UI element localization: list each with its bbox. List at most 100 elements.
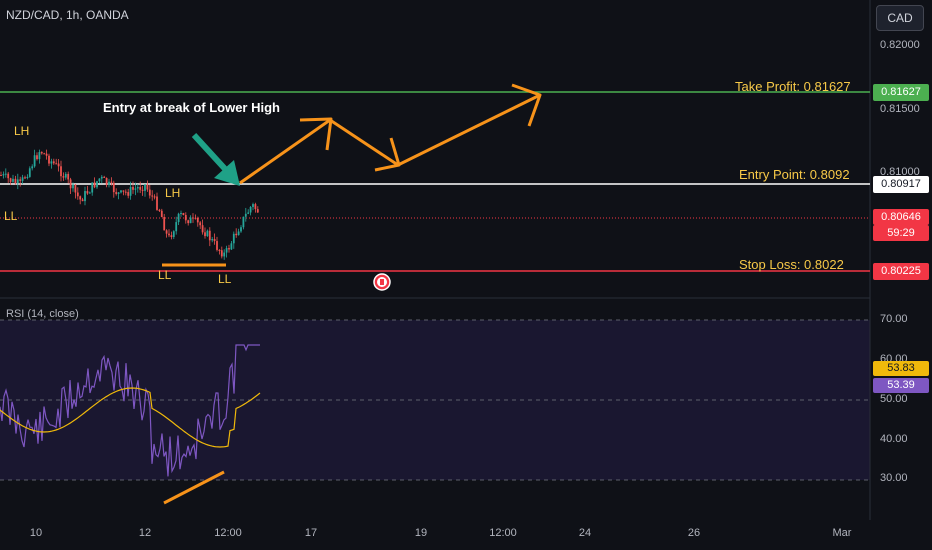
rsi-divergence-line <box>163 470 225 505</box>
projection-arrowhead-3 <box>511 83 542 127</box>
candle-body <box>108 181 110 185</box>
candle-body <box>148 189 151 196</box>
candle-body <box>57 163 60 167</box>
candle-body <box>199 222 202 226</box>
rsi-ma-badge: 53.39 <box>873 378 929 393</box>
time-tick: 26 <box>687 527 701 539</box>
candle-body <box>180 213 182 215</box>
candle-body <box>76 192 79 197</box>
candle-body <box>7 173 10 179</box>
candle-body <box>98 178 101 182</box>
rsi-tick: 50.00 <box>880 393 908 405</box>
candle-body <box>189 217 192 224</box>
event-flag-leaf <box>380 279 384 285</box>
candle-body <box>242 216 245 228</box>
candle-body <box>228 248 230 250</box>
candle-body <box>153 196 156 198</box>
candle-body <box>45 153 48 156</box>
rsi-title[interactable]: RSI (14, close) <box>6 308 79 320</box>
candle-body <box>120 190 122 193</box>
candle-body <box>60 166 62 177</box>
candle-body <box>9 178 12 182</box>
countdown-badge: 59:29 <box>873 225 929 241</box>
candle-body <box>196 217 199 223</box>
candle-body <box>156 196 158 210</box>
time-tick: 12 <box>138 527 152 539</box>
candle-body <box>84 191 86 202</box>
candle-body <box>36 155 38 160</box>
candle-body <box>38 152 41 160</box>
candle-body <box>40 152 43 154</box>
candle-body <box>93 182 96 188</box>
entry-note: Entry at break of Lower High <box>103 100 280 115</box>
candle-body <box>52 161 55 164</box>
candle-body <box>184 215 187 221</box>
candle-body <box>96 181 98 188</box>
projection-arrowhead-2 <box>374 137 401 172</box>
candle-body <box>100 176 103 179</box>
candle-body <box>124 191 127 193</box>
candle-body <box>0 175 2 176</box>
rsi-ma-line <box>0 387 261 448</box>
symbol-title[interactable]: NZD/CAD, 1h, OANDA <box>6 8 129 22</box>
projection-arrowhead-1 <box>299 117 333 151</box>
time-tick: 12:00 <box>489 527 517 539</box>
candle-body <box>213 239 216 242</box>
candle-body <box>158 209 161 211</box>
candle-body <box>225 248 228 253</box>
time-tick: 12:00 <box>214 527 242 539</box>
candle-body <box>16 179 19 184</box>
candle-body <box>64 173 67 178</box>
candle-body <box>115 192 118 194</box>
candle-body <box>26 176 29 178</box>
pointer-arrow-head <box>214 160 240 186</box>
price-tick: 0.82000 <box>880 39 920 51</box>
time-tick: Mar <box>832 527 852 539</box>
candle-body <box>144 184 146 191</box>
candle-body <box>244 213 247 217</box>
candle-body <box>91 182 94 193</box>
candle-body <box>62 176 65 178</box>
candle-body <box>165 230 168 234</box>
pivot-label: LL <box>158 268 172 282</box>
candle-body <box>247 212 250 214</box>
candle-body <box>86 191 89 194</box>
candle-body <box>105 177 108 185</box>
candle-body <box>74 184 77 193</box>
candle-body <box>201 225 204 233</box>
candle-body <box>204 232 206 237</box>
candlestick-series <box>0 149 259 260</box>
candle-body <box>33 155 36 167</box>
time-tick: 17 <box>304 527 318 539</box>
candle-body <box>88 192 91 194</box>
candle-body <box>103 176 106 178</box>
pivot-label: LL <box>4 209 18 223</box>
stop-loss-badge: 0.80225 <box>873 263 929 280</box>
candle-body <box>235 233 238 236</box>
candle-body <box>117 192 120 194</box>
candle-body <box>55 163 58 165</box>
candle-body <box>240 227 242 232</box>
candle-body <box>19 179 22 181</box>
candle-body <box>79 196 82 200</box>
candle-body <box>232 233 235 244</box>
candle-body <box>230 243 233 250</box>
projection-path[interactable] <box>239 93 541 185</box>
candle-body <box>252 204 254 207</box>
pivot-label: LH <box>165 186 181 200</box>
entry-point-label: Entry Point: 0.8092 <box>739 167 850 182</box>
time-tick: 24 <box>578 527 592 539</box>
candle-body <box>129 186 132 196</box>
candle-body <box>132 186 134 190</box>
candle-body <box>48 155 50 164</box>
candle-body <box>256 209 259 213</box>
currency-button[interactable]: CAD <box>876 5 924 31</box>
candle-body <box>208 230 211 241</box>
time-tick: 10 <box>29 527 43 539</box>
rsi-tick: 30.00 <box>880 472 908 484</box>
candle-body <box>110 181 113 183</box>
candle-body <box>81 199 84 202</box>
candle-body <box>218 249 221 251</box>
take-profit-badge: 0.81627 <box>873 84 929 101</box>
